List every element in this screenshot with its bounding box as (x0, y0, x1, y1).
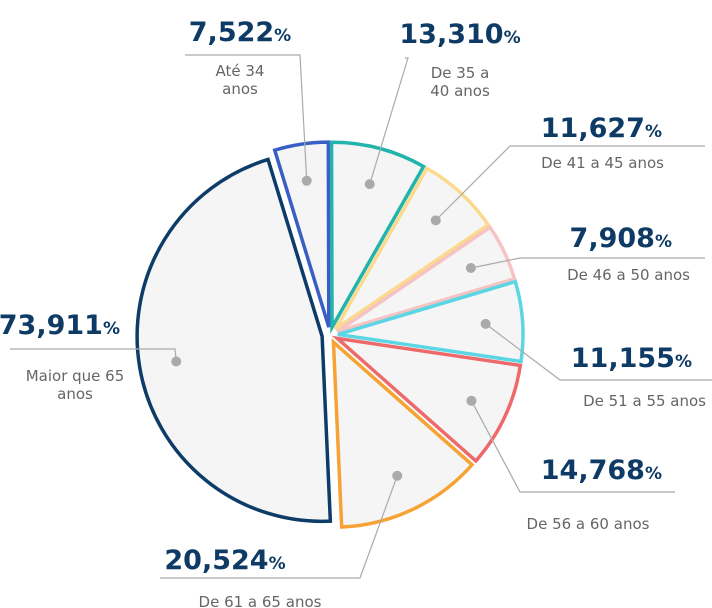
category-label: Até 34 anos (215, 62, 265, 98)
leader-dot (466, 395, 477, 406)
category-label: De 41 a 45 anos (541, 154, 664, 172)
category-label: De 51 a 55 anos (583, 392, 706, 410)
leader-dot (430, 215, 441, 226)
leader-dot (364, 179, 375, 190)
value-label: 11,627% (541, 114, 662, 147)
unit-text: % (274, 26, 292, 46)
value-text: 73,911 (0, 310, 103, 341)
leader-dot (392, 470, 403, 481)
value-label: 14,768% (541, 456, 662, 489)
value-label: 7,522% (189, 18, 291, 51)
value-label: 11,155% (571, 344, 692, 377)
unit-text: % (102, 319, 120, 339)
leader-line (435, 145, 705, 221)
leader-dot (171, 356, 182, 367)
value-text: 14,768 (540, 455, 645, 486)
leader-line (369, 57, 409, 185)
value-text: 11,155 (570, 343, 675, 374)
value-label: 7,908% (570, 224, 672, 257)
unit-text: % (644, 122, 662, 142)
value-label: 20,524% (164, 546, 285, 579)
value-label: 73,911% (0, 311, 120, 344)
value-label: 13,310% (399, 20, 520, 53)
pie-slice (333, 165, 491, 331)
unit-text: % (674, 352, 692, 372)
value-text: 20,524 (164, 545, 269, 576)
value-text: 7,908 (569, 223, 655, 254)
leader-line (470, 400, 675, 493)
pie-slice (135, 157, 333, 524)
leader-dot (465, 262, 476, 273)
value-text: 7,522 (188, 17, 275, 48)
pie-slice (331, 335, 523, 464)
category-label: De 56 a 60 anos (526, 515, 650, 533)
unit-text: % (654, 232, 672, 252)
unit-text: % (503, 28, 521, 48)
leader-line (470, 257, 705, 269)
category-label: De 61 a 65 anos (198, 593, 322, 608)
leader-line (160, 475, 398, 579)
pie-slice (329, 140, 426, 334)
leader-line (185, 54, 308, 181)
value-text: 13,310 (399, 19, 504, 50)
leader-line (485, 323, 712, 381)
unit-text: % (644, 464, 662, 484)
pie-slice (331, 338, 475, 529)
leader-dot (301, 175, 312, 186)
category-label: De 46 a 50 anos (567, 266, 690, 284)
leader-dot (480, 318, 491, 329)
pie-slice (272, 140, 331, 328)
unit-text: % (268, 554, 286, 574)
category-label: De 35 a 40 anos (430, 64, 490, 100)
value-text: 11,627 (540, 113, 645, 144)
pie-slice (336, 224, 517, 334)
pie-slice (337, 279, 525, 364)
category-label: Maior que 65 anos (25, 367, 125, 403)
